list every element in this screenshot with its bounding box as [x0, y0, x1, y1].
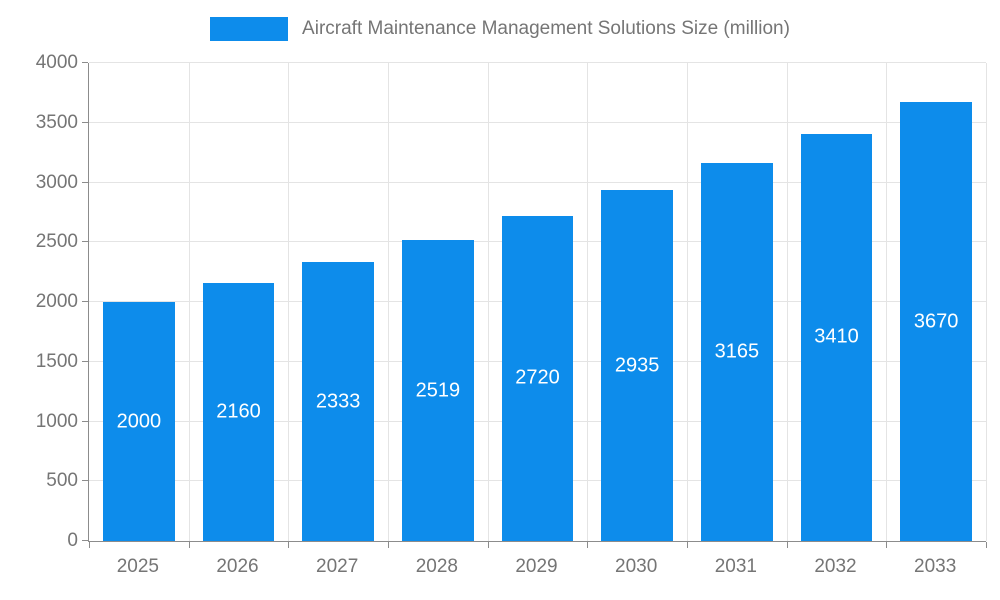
gridline — [89, 181, 986, 183]
bar-value-label: 2935 — [614, 354, 660, 377]
y-tick-mark — [82, 121, 88, 123]
y-tick-mark — [82, 301, 88, 302]
bar-value-label: 3670 — [913, 310, 959, 333]
bar-value-label: 2519 — [415, 379, 461, 401]
gridline — [587, 63, 589, 541]
x-tick-label: 2030 — [615, 556, 658, 577]
gridline — [886, 63, 888, 541]
y-tick-mark — [82, 480, 88, 482]
x-tick-mark — [587, 542, 589, 548]
gridline — [986, 63, 987, 541]
chart-legend[interactable]: Aircraft Maintenance Management Solution… — [0, 17, 1000, 41]
plot-area: 2000 2160 2333 2519 2720 2935 3165 3410 3670 — [82, 62, 987, 548]
bar[interactable]: 2160 — [202, 282, 275, 541]
y-tick-mark — [82, 241, 88, 243]
x-axis: 2025 2026 2027 2028 2029 2030 2031 2032 2033 — [88, 548, 985, 584]
x-tick-label: 2028 — [415, 556, 458, 577]
bar-value-label: 2720 — [515, 366, 560, 389]
x-tick-mark — [786, 542, 788, 548]
bar[interactable]: 2519 — [401, 239, 474, 541]
gridline — [89, 121, 986, 123]
y-tick-mark — [82, 62, 88, 63]
bar[interactable]: 2935 — [601, 190, 674, 541]
bar[interactable]: 3165 — [700, 162, 773, 541]
y-tick-label: 3500 — [35, 111, 78, 133]
bar[interactable]: 3670 — [900, 102, 973, 541]
bar[interactable]: 2720 — [501, 215, 574, 541]
x-tick-mark — [487, 542, 489, 548]
gridline — [686, 63, 688, 541]
y-axis: 0 500 1000 1500 2000 2500 3000 3500 4000 — [0, 52, 78, 551]
y-tick-label: 2500 — [35, 231, 78, 253]
x-tick-label: 2025 — [116, 556, 159, 577]
y-tick-label: 3000 — [35, 171, 78, 193]
gridline — [288, 63, 290, 541]
x-tick-mark — [886, 542, 888, 548]
gridline — [487, 63, 489, 541]
y-tick-mark — [82, 181, 88, 183]
x-tick-label: 2026 — [216, 556, 259, 577]
y-tick-label: 0 — [67, 530, 78, 551]
x-tick-label: 2031 — [714, 556, 757, 577]
x-tick-label: 2032 — [814, 556, 857, 577]
x-tick-label: 2033 — [914, 556, 957, 577]
y-tick-mark — [82, 420, 88, 422]
gridline — [188, 63, 190, 541]
legend-swatch-icon — [210, 17, 289, 41]
x-tick-label: 2027 — [316, 556, 359, 577]
y-tick-mark — [82, 540, 88, 541]
y-tick-mark — [82, 360, 88, 362]
gridline — [89, 62, 986, 63]
bar-value-label: 2160 — [216, 400, 261, 423]
x-tick-mark — [387, 542, 389, 548]
bar[interactable]: 2333 — [302, 262, 375, 541]
y-tick-label: 500 — [46, 470, 78, 492]
bar[interactable]: 3410 — [800, 133, 873, 541]
bar-value-label: 3410 — [814, 325, 859, 348]
gridline — [387, 63, 389, 541]
x-tick-mark — [89, 542, 90, 548]
x-tick-mark — [288, 542, 290, 548]
bar[interactable]: 2000 — [102, 302, 175, 541]
y-tick-label: 1500 — [35, 350, 78, 372]
x-tick-mark — [986, 542, 987, 548]
bar-value-label: 3165 — [714, 340, 760, 363]
gridline — [786, 63, 788, 541]
bar-value-label: 2000 — [116, 410, 162, 432]
x-tick-mark — [686, 542, 688, 548]
y-tick-label: 4000 — [35, 52, 78, 73]
x-tick-label: 2029 — [515, 556, 558, 577]
y-tick-label: 2000 — [35, 291, 78, 312]
bar-value-label: 2333 — [315, 390, 361, 413]
y-tick-label: 1000 — [35, 410, 78, 432]
x-tick-mark — [188, 542, 190, 548]
legend-label: Aircraft Maintenance Management Solution… — [302, 18, 790, 39]
